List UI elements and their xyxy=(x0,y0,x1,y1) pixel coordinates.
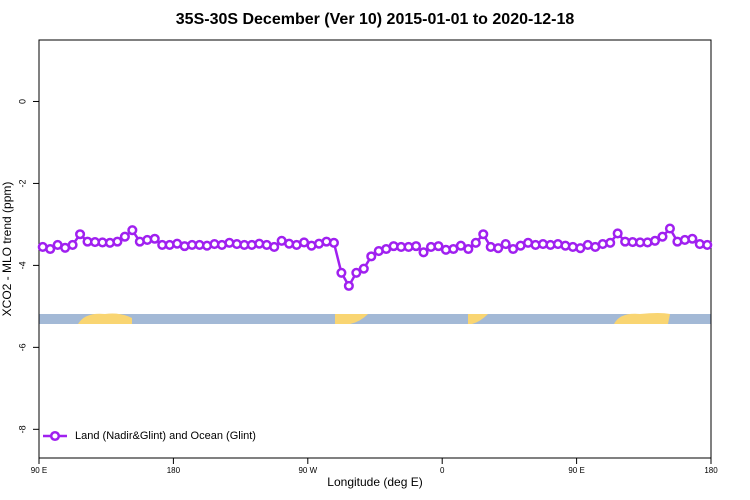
data-point xyxy=(433,241,444,252)
y-tick-label: -6 xyxy=(17,343,27,351)
data-point xyxy=(657,231,668,242)
y-tick-label: 0 xyxy=(17,99,27,104)
data-point xyxy=(366,251,377,262)
data-point xyxy=(119,231,130,242)
y-tick-label: -2 xyxy=(17,179,27,187)
x-tick-label: 90 W xyxy=(298,466,317,475)
data-point xyxy=(112,236,123,247)
data-point xyxy=(605,237,616,248)
data-point xyxy=(149,233,160,244)
data-point xyxy=(75,229,86,240)
data-point xyxy=(500,239,511,250)
data-point xyxy=(702,239,713,250)
data-point xyxy=(649,235,661,246)
x-tick-label: 0 xyxy=(440,466,445,475)
data-point xyxy=(411,241,422,252)
data-point xyxy=(45,243,56,255)
chart-title: 35S-30S December (Ver 10) 2015-01-01 to … xyxy=(176,11,575,28)
data-point xyxy=(127,225,138,236)
data-point xyxy=(351,267,362,278)
data-point xyxy=(664,223,675,234)
y-tick-label: -8 xyxy=(17,425,27,433)
data-point xyxy=(478,229,489,240)
data-point xyxy=(470,237,481,248)
land-ocean-strip xyxy=(39,313,711,324)
x-tick-label: 180 xyxy=(167,466,181,475)
data-point xyxy=(336,267,347,278)
data-point xyxy=(463,243,474,255)
data-point xyxy=(418,247,429,258)
x-tick-label: 90 E xyxy=(31,466,47,475)
x-tick-label: 90 E xyxy=(568,466,584,475)
data-point xyxy=(358,263,369,274)
data-point xyxy=(343,280,354,291)
y-axis-label: XCO2 - MLO trend (ppm) xyxy=(0,182,14,317)
x-tick-label: 180 xyxy=(704,466,718,475)
y-tick-label: -4 xyxy=(17,261,27,269)
x-axis-label: Longitude (deg E) xyxy=(327,475,422,489)
legend-marker xyxy=(49,430,61,442)
data-point xyxy=(328,237,339,248)
data-point xyxy=(67,239,78,250)
data-point xyxy=(612,228,623,239)
legend-label: Land (Nadir&Glint) and Ocean (Glint) xyxy=(75,430,256,442)
data-point xyxy=(687,233,698,244)
data-point xyxy=(269,241,280,253)
data-point xyxy=(493,243,504,254)
